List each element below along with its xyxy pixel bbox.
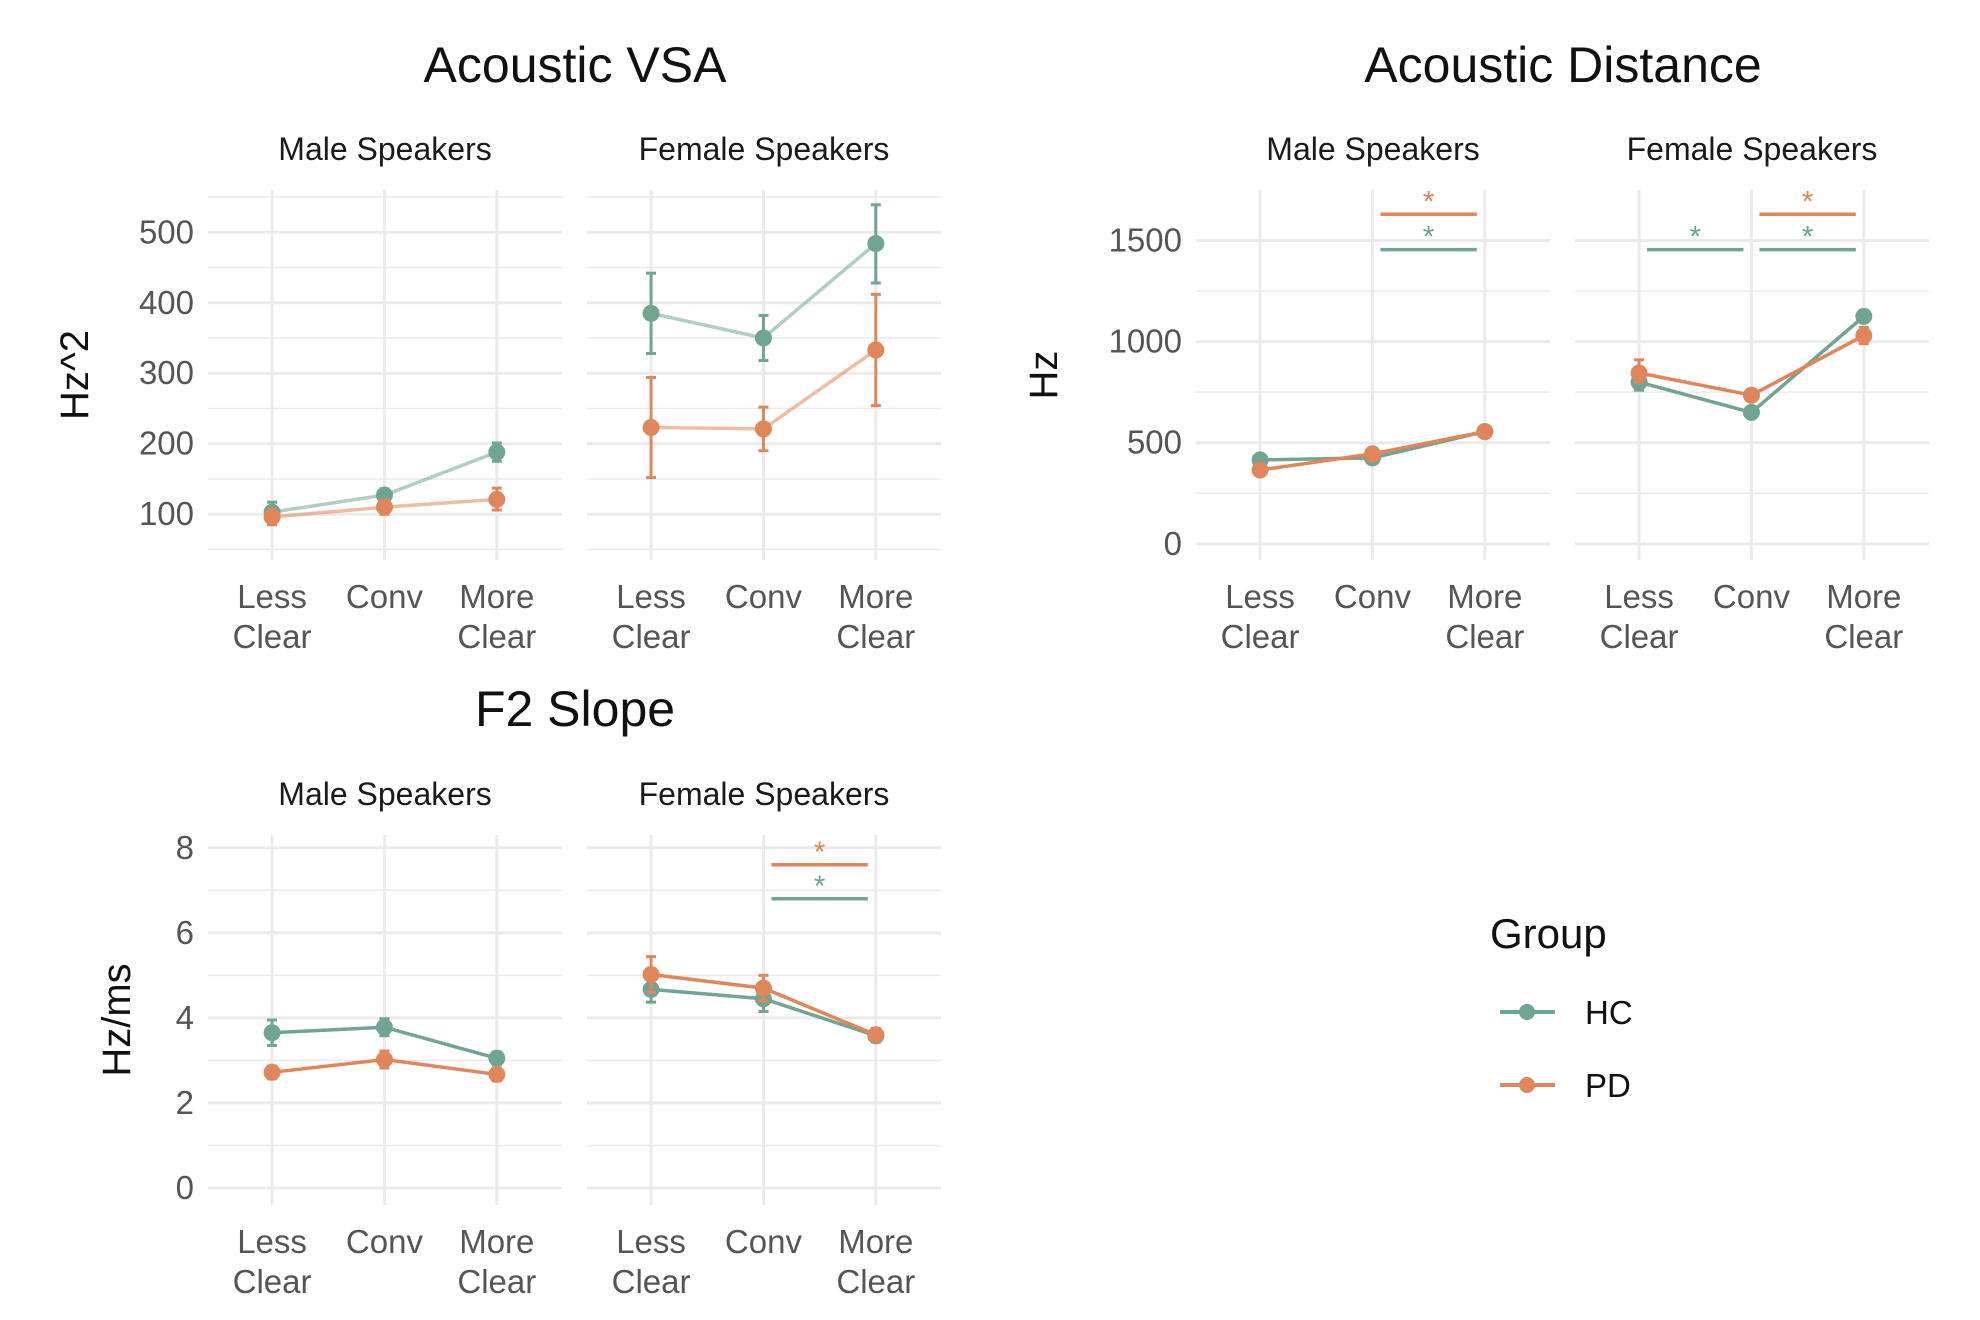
data-point-pd: [488, 490, 506, 508]
data-point-pd: [488, 1065, 506, 1083]
facet-label: Female Speakers: [639, 776, 890, 812]
facet-label: Male Speakers: [278, 131, 491, 167]
significance-star-hc: *: [1689, 221, 1701, 254]
data-point-pd: [1476, 423, 1494, 441]
data-point-hc: [263, 1024, 281, 1042]
data-point-pd: [867, 341, 885, 359]
y-tick-label: 6: [176, 914, 194, 951]
x-tick-label: More Clear: [836, 1223, 915, 1300]
y-tick-label: 200: [139, 425, 194, 462]
data-point-pd: [642, 419, 660, 437]
facet-female-speakers: Female Speakers Less Clear Conv More Clear: [587, 131, 941, 655]
legend-hc-marker: [1519, 1004, 1535, 1020]
x-tick-label: More Clear: [457, 1223, 536, 1300]
y-tick-label: 300: [139, 354, 194, 391]
chart-title: Acoustic VSA: [424, 37, 728, 93]
legend-item-pd: PD: [1500, 1067, 1631, 1104]
data-point-pd: [867, 1026, 885, 1044]
data-point-hc: [754, 329, 772, 347]
y-tick-label: 400: [139, 284, 194, 321]
data-point-hc: [642, 304, 660, 322]
x-tick-label: More Clear: [836, 578, 915, 655]
x-tick-label: More Clear: [457, 578, 536, 655]
data-point-pd: [1855, 327, 1873, 345]
chart-acoustic-vsa: Acoustic VSA Hz^2 Male Speakers 100 200 300 40…: [53, 37, 941, 655]
significance-star-pd: *: [1423, 185, 1435, 218]
y-axis-label: Hz/ms: [95, 963, 139, 1076]
y-tick-label: 500: [1127, 424, 1182, 461]
chart-acoustic-distance: Acoustic Distance Hz Male Speakers 0 500 1000…: [1022, 37, 1929, 655]
data-point-pd: [263, 508, 281, 526]
x-tick-label: Conv: [1334, 578, 1412, 615]
legend-pd-marker: [1519, 1077, 1535, 1093]
y-axis-label: Hz^2: [53, 330, 97, 420]
legend-item-hc: HC: [1500, 994, 1633, 1031]
data-point-pd: [754, 979, 772, 997]
data-point-hc: [375, 1018, 393, 1036]
significance-star-pd: *: [1802, 185, 1814, 218]
data-point-pd: [642, 965, 660, 983]
data-point-pd: [1742, 386, 1760, 404]
facet-label: Male Speakers: [1266, 131, 1479, 167]
data-point-pd: [1363, 445, 1381, 463]
significance-star-pd: *: [814, 836, 826, 869]
facet-male-speakers: Male Speakers 0 2 4 6 8 Less Clear Conv More Clear: [176, 776, 562, 1300]
x-tick-label: Conv: [725, 1223, 803, 1260]
y-tick-label: 2: [176, 1084, 194, 1121]
data-point-pd: [263, 1063, 281, 1081]
y-tick-label: 1500: [1109, 222, 1182, 259]
x-tick-label: Less Clear: [1221, 578, 1300, 655]
y-tick-label: 100: [139, 495, 194, 532]
legend-hc-label: HC: [1585, 994, 1633, 1031]
data-point-pd: [1630, 364, 1648, 382]
facet-label: Male Speakers: [278, 776, 491, 812]
data-point-hc: [867, 235, 885, 253]
y-tick-label: 500: [139, 213, 194, 250]
x-tick-label: Less Clear: [233, 1223, 312, 1300]
x-tick-label: Less Clear: [1600, 578, 1679, 655]
x-tick-label: Conv: [346, 578, 424, 615]
data-point-pd: [375, 498, 393, 516]
x-tick-label: Conv: [725, 578, 803, 615]
facet-label: Female Speakers: [639, 131, 890, 167]
facet-female-speakers: Female Speakers Less Clear Conv More Clear **: [587, 776, 941, 1300]
facet-male-speakers: Male Speakers 100 200 300 400 500 Less Clear Con…: [139, 131, 562, 655]
x-tick-label: Conv: [346, 1223, 424, 1260]
x-tick-label: Conv: [1713, 578, 1791, 615]
significance-star-hc: *: [814, 870, 826, 903]
chart-title: F2 Slope: [475, 681, 675, 737]
y-tick-label: 4: [176, 999, 194, 1036]
facet-male-speakers: Male Speakers 0 500 1000 1500 Less Clear Conv Mo…: [1109, 131, 1550, 655]
chart-f2-slope: F2 Slope Hz/ms Male Speakers 0 2 4 6 8 Less Clear…: [95, 681, 941, 1300]
significance-star-hc: *: [1802, 221, 1814, 254]
legend: Group HC PD: [1490, 910, 1633, 1104]
legend-pd-label: PD: [1585, 1067, 1631, 1104]
y-tick-label: 1000: [1109, 323, 1182, 360]
data-point-pd: [754, 420, 772, 438]
x-tick-label: More Clear: [1445, 578, 1524, 655]
y-axis-label: Hz: [1022, 351, 1066, 400]
x-tick-label: Less Clear: [612, 1223, 691, 1300]
x-tick-label: Less Clear: [233, 578, 312, 655]
legend-title: Group: [1490, 910, 1607, 957]
x-tick-label: More Clear: [1824, 578, 1903, 655]
chart-title: Acoustic Distance: [1364, 37, 1761, 93]
y-tick-label: 0: [176, 1169, 194, 1206]
data-point-pd: [1251, 461, 1269, 479]
data-point-hc: [488, 1049, 506, 1067]
x-tick-label: Less Clear: [612, 578, 691, 655]
facet-label: Female Speakers: [1627, 131, 1878, 167]
significance-star-hc: *: [1423, 221, 1435, 254]
y-tick-label: 8: [176, 829, 194, 866]
data-point-hc: [488, 443, 506, 461]
data-point-hc: [1855, 307, 1873, 325]
data-point-pd: [375, 1051, 393, 1069]
y-tick-label: 0: [1164, 525, 1182, 562]
data-point-hc: [1742, 403, 1760, 421]
